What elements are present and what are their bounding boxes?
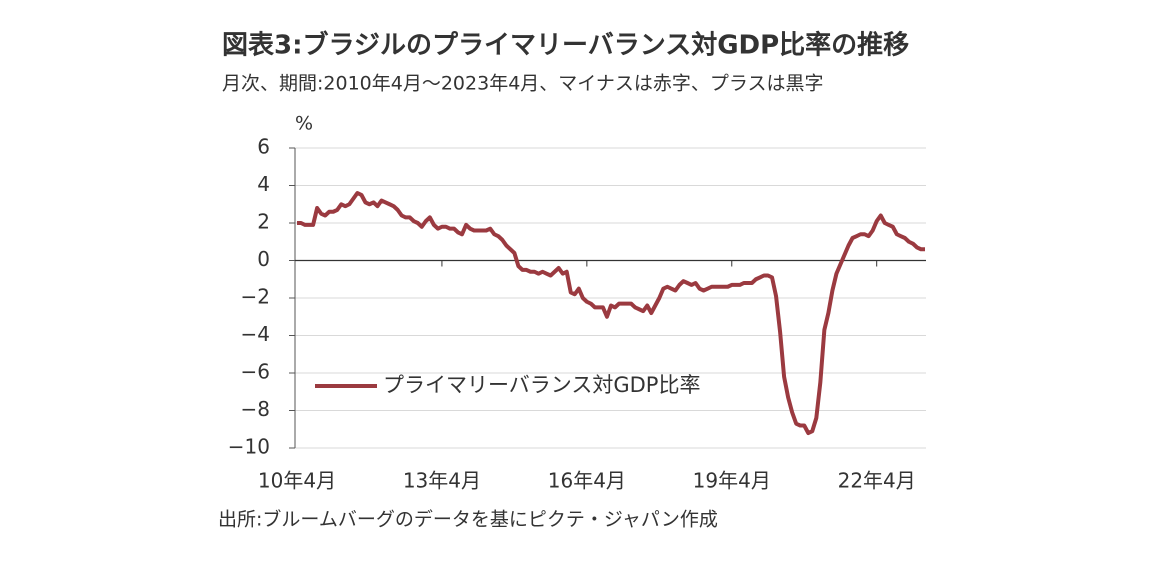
source: 出所:ブルームバーグのデータを基にピクテ・ジャパン作成: [218, 508, 718, 531]
chart-title: 図表3:ブラジルのプライマリーバランス対GDP比率の推移: [222, 30, 909, 61]
x-tick-label: 22年4月: [838, 469, 916, 493]
x-tick-label: 19年4月: [693, 469, 771, 493]
y-tick-label: 0: [257, 247, 270, 271]
x-tick-label: 13年4月: [403, 469, 481, 493]
x-tick-label: 16年4月: [548, 469, 626, 493]
y-tick-label: 2: [257, 210, 270, 234]
y-tick-label: −10: [228, 435, 270, 459]
x-tick-label: 10年4月: [258, 469, 336, 493]
y-tick-label: −8: [241, 397, 270, 421]
y-tick-label: 4: [257, 172, 270, 196]
chart-subtitle: 月次、期間:2010年4月～2023年4月、マイナスは赤字、プラスは黒字: [222, 73, 824, 95]
data-line: [297, 191, 925, 435]
y-tick-label: 6: [257, 135, 270, 159]
y-unit: %: [295, 113, 313, 135]
y-tick-label: −4: [241, 322, 270, 346]
y-tick-label: −6: [241, 360, 270, 384]
y-tick-label: −2: [241, 285, 270, 309]
legend-label: プライマリーバランス対GDP比率: [383, 373, 700, 397]
